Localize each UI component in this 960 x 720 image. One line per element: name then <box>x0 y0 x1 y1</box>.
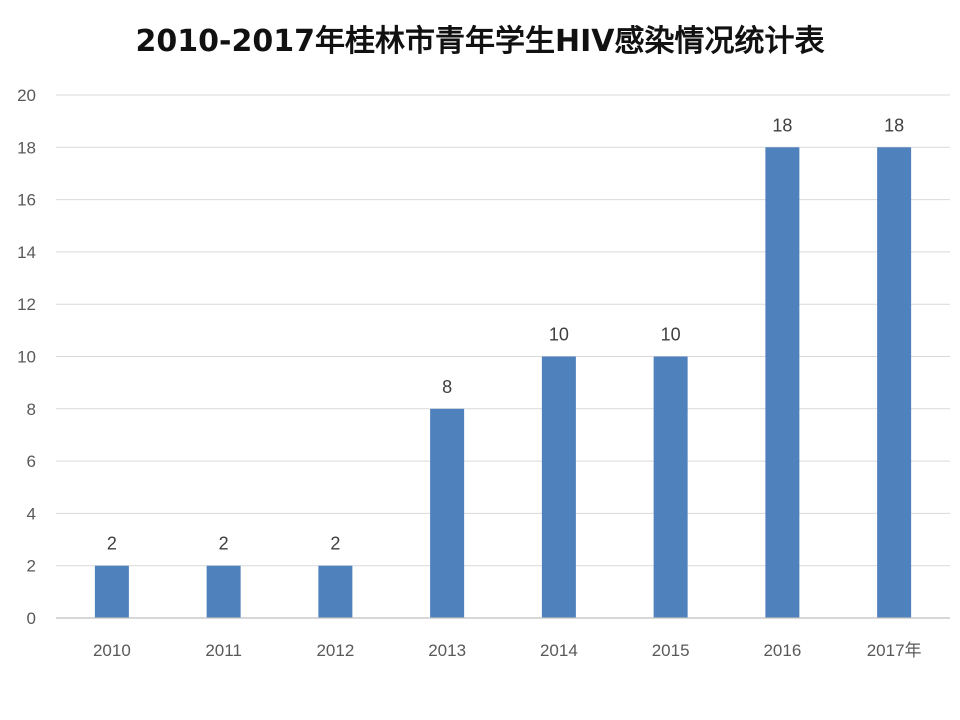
bar-2017年 <box>877 147 912 619</box>
y-tick-label: 10 <box>17 348 36 367</box>
bar-2014 <box>541 356 576 618</box>
data-label: 2 <box>107 534 117 554</box>
bar-2016 <box>765 147 800 619</box>
y-axis-ticks: 0 2 4 6 8 10 12 14 16 18 20 <box>17 86 36 628</box>
x-tick-label: 2015 <box>652 641 690 660</box>
y-tick-label: 20 <box>17 86 36 105</box>
bar-2013 <box>430 408 465 618</box>
x-tick-label: 2014 <box>540 641 578 660</box>
data-label: 10 <box>661 325 681 345</box>
data-label: 2 <box>330 534 340 554</box>
y-tick-label: 4 <box>27 504 36 523</box>
y-tick-label: 8 <box>27 400 36 419</box>
y-tick-label: 14 <box>17 243 36 262</box>
data-label: 10 <box>549 325 569 345</box>
bar-2010 <box>94 565 129 618</box>
bar-2012 <box>318 565 353 618</box>
y-tick-label: 6 <box>27 452 36 471</box>
data-labels: 2 2 2 8 10 10 18 18 <box>107 115 904 553</box>
data-label: 18 <box>884 115 904 135</box>
x-axis-ticks: 2010 2011 2012 2013 2014 2015 2016 2017年 <box>93 641 922 660</box>
x-tick-label: 2016 <box>763 641 801 660</box>
y-tick-label: 0 <box>27 609 36 628</box>
bar-2015 <box>653 356 688 618</box>
x-tick-label: 2013 <box>428 641 466 660</box>
gridlines <box>56 94 950 567</box>
y-tick-label: 16 <box>17 191 36 210</box>
bars <box>94 147 912 619</box>
x-tick-label: 2011 <box>205 641 242 660</box>
y-tick-label: 2 <box>27 557 36 576</box>
chart-title: 2010-2017年桂林市青年学生HIV感染情况统计表 <box>135 24 825 59</box>
data-label: 2 <box>219 534 229 554</box>
bar-2011 <box>206 565 241 618</box>
y-tick-label: 18 <box>17 138 36 157</box>
x-tick-label: 2010 <box>93 641 131 660</box>
y-tick-label: 12 <box>17 295 36 314</box>
data-label: 8 <box>442 377 452 397</box>
data-label: 18 <box>772 115 792 135</box>
x-tick-label: 2012 <box>316 641 354 660</box>
x-tick-label: 2017年 <box>867 641 922 660</box>
